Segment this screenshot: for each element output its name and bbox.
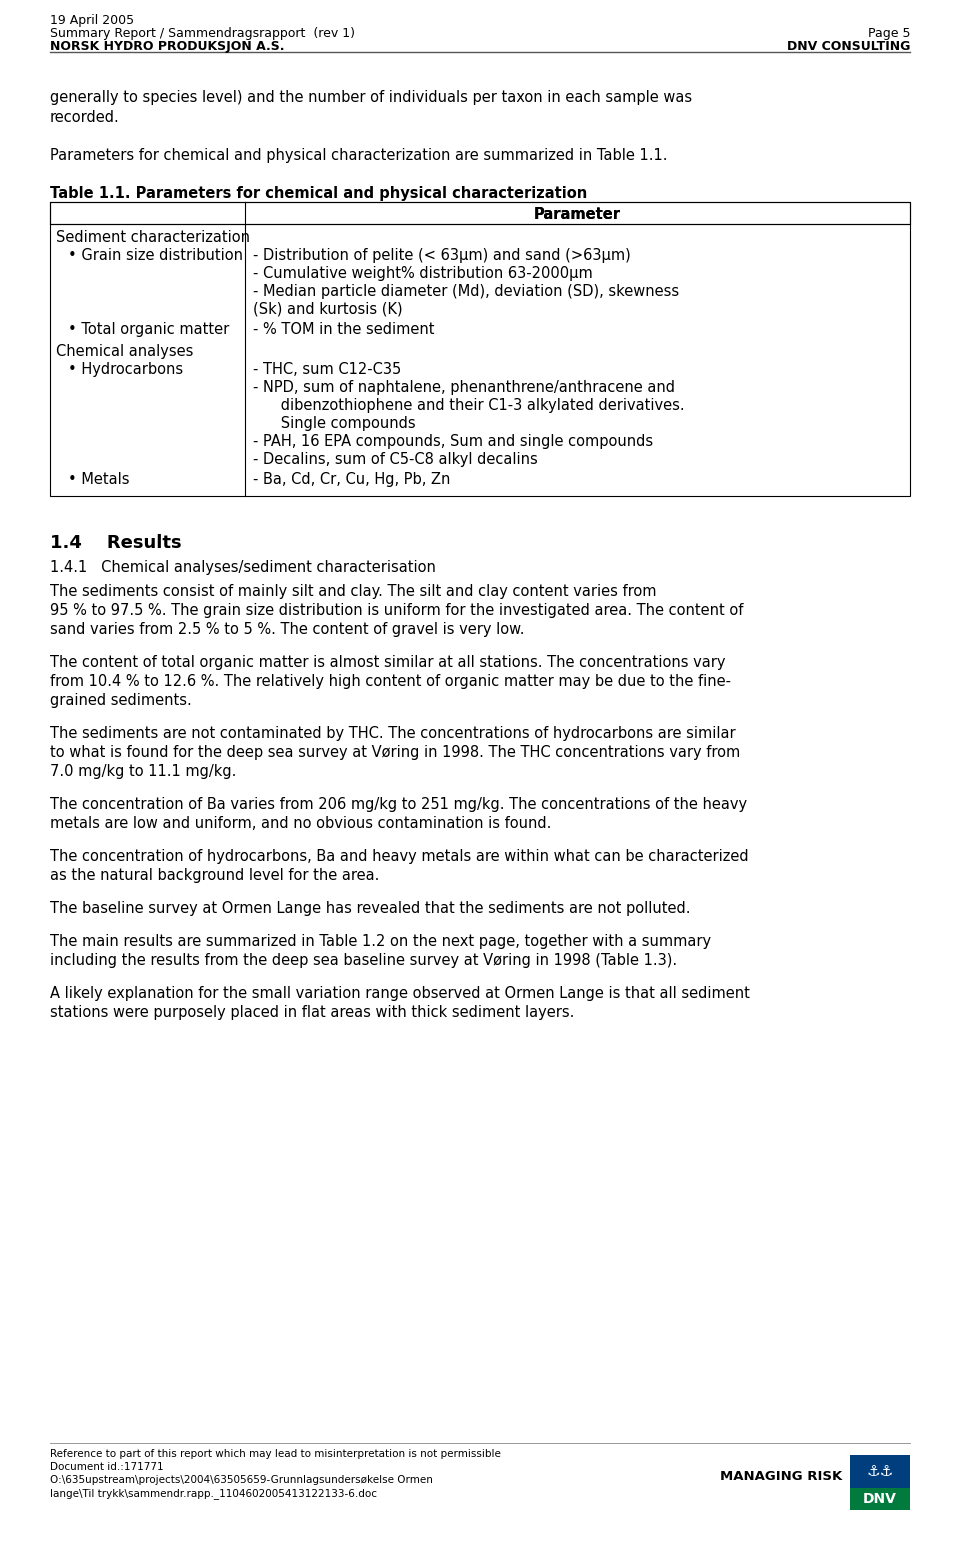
Text: The concentration of Ba varies from 206 mg/kg to 251 mg/kg. The concentrations o: The concentration of Ba varies from 206 … (50, 798, 747, 812)
Text: from 10.4 % to 12.6 %. The relatively high content of organic matter may be due : from 10.4 % to 12.6 %. The relatively hi… (50, 674, 731, 689)
Text: metals are low and uniform, and no obvious contamination is found.: metals are low and uniform, and no obvio… (50, 816, 551, 830)
Text: lange\Til trykk\sammendr.rapp._1104602005413122133-6.doc: lange\Til trykk\sammendr.rapp._110460200… (50, 1488, 377, 1499)
Text: Document id.:171771: Document id.:171771 (50, 1462, 163, 1471)
Bar (850, 1456, 910, 1488)
Text: to what is found for the deep sea survey at Vøring in 1998. The THC concentratio: to what is found for the deep sea survey… (50, 745, 740, 760)
Text: including the results from the deep sea baseline survey at Vøring in 1998 (Table: including the results from the deep sea … (50, 953, 677, 968)
Text: - Cumulative weight% distribution 63-2000μm: - Cumulative weight% distribution 63-200… (253, 265, 592, 281)
Text: sand varies from 2.5 % to 5 %. The content of gravel is very low.: sand varies from 2.5 % to 5 %. The conte… (50, 622, 524, 636)
Text: The sediments are not contaminated by THC. The concentrations of hydrocarbons ar: The sediments are not contaminated by TH… (50, 726, 735, 740)
Text: A likely explanation for the small variation range observed at Ormen Lange is th: A likely explanation for the small varia… (50, 986, 750, 1001)
Text: The baseline survey at Ormen Lange has revealed that the sediments are not pollu: The baseline survey at Ormen Lange has r… (50, 902, 690, 916)
Text: Parameter: Parameter (534, 206, 621, 222)
Text: stations were purposely placed in flat areas with thick sediment layers.: stations were purposely placed in flat a… (50, 1006, 574, 1020)
Text: - Median particle diameter (Md), deviation (SD), skewness: - Median particle diameter (Md), deviati… (253, 284, 679, 300)
Text: The sediments consist of mainly silt and clay. The silt and clay content varies : The sediments consist of mainly silt and… (50, 584, 657, 599)
Bar (850, 1488, 910, 1510)
Text: • Metals: • Metals (68, 472, 130, 487)
Text: - Distribution of pelite (< 63μm) and sand (>63μm): - Distribution of pelite (< 63μm) and sa… (253, 248, 631, 262)
Text: Reference to part of this report which may lead to misinterpretation is not perm: Reference to part of this report which m… (50, 1450, 501, 1459)
Bar (50, 202, 910, 223)
Text: DNV: DNV (863, 1491, 897, 1505)
Text: • Hydrocarbons: • Hydrocarbons (68, 362, 183, 377)
Text: grained sediments.: grained sediments. (50, 694, 192, 708)
Text: Sediment characterization: Sediment characterization (56, 230, 250, 245)
Text: 1.4    Results: 1.4 Results (50, 534, 181, 553)
Text: Parameters for chemical and physical characterization are summarized in Table 1.: Parameters for chemical and physical cha… (50, 147, 667, 163)
Text: dibenzothiophene and their C1-3 alkylated derivatives.: dibenzothiophene and their C1-3 alkylate… (253, 397, 684, 413)
Text: DNV CONSULTING: DNV CONSULTING (786, 40, 910, 53)
Text: NORSK HYDRO PRODUKSJON A.S.: NORSK HYDRO PRODUKSJON A.S. (50, 40, 284, 53)
Text: The main results are summarized in Table 1.2 on the next page, together with a s: The main results are summarized in Table… (50, 934, 711, 948)
Text: - % TOM in the sediment: - % TOM in the sediment (253, 321, 435, 337)
Text: - THC, sum C12-C35: - THC, sum C12-C35 (253, 362, 401, 377)
Text: as the natural background level for the area.: as the natural background level for the … (50, 868, 379, 883)
Text: 95 % to 97.5 %. The grain size distribution is uniform for the investigated area: 95 % to 97.5 %. The grain size distribut… (50, 604, 743, 618)
Text: Summary Report / Sammendragsrapport  (rev 1): Summary Report / Sammendragsrapport (rev… (50, 26, 355, 40)
Bar (50, 202, 910, 497)
Text: Single compounds: Single compounds (253, 416, 416, 431)
Text: 19 April 2005: 19 April 2005 (50, 14, 134, 26)
Text: Table 1.1. Parameters for chemical and physical characterization: Table 1.1. Parameters for chemical and p… (50, 186, 588, 202)
Text: • Total organic matter: • Total organic matter (68, 321, 229, 337)
Text: Chemical analyses: Chemical analyses (56, 345, 193, 359)
Text: - Decalins, sum of C5-C8 alkyl decalins: - Decalins, sum of C5-C8 alkyl decalins (253, 452, 538, 467)
Text: - Ba, Cd, Cr, Cu, Hg, Pb, Zn: - Ba, Cd, Cr, Cu, Hg, Pb, Zn (253, 472, 450, 487)
Text: The concentration of hydrocarbons, Ba and heavy metals are within what can be ch: The concentration of hydrocarbons, Ba an… (50, 849, 749, 864)
Text: (Sk) and kurtosis (K): (Sk) and kurtosis (K) (253, 303, 402, 317)
Text: • Grain size distribution: • Grain size distribution (68, 248, 243, 262)
Text: O:\635upstream\projects\2004\63505659-Grunnlagsundersøkelse Ormen: O:\635upstream\projects\2004\63505659-Gr… (50, 1474, 433, 1485)
Text: - NPD, sum of naphtalene, phenanthrene/anthracene and: - NPD, sum of naphtalene, phenanthrene/a… (253, 380, 675, 396)
Text: 7.0 mg/kg to 11.1 mg/kg.: 7.0 mg/kg to 11.1 mg/kg. (50, 764, 236, 779)
Text: ⚓⚓: ⚓⚓ (866, 1464, 894, 1479)
Text: Parameter: Parameter (534, 206, 621, 222)
Text: Page 5: Page 5 (868, 26, 910, 40)
Text: generally to species level) and the number of individuals per taxon in each samp: generally to species level) and the numb… (50, 90, 692, 106)
Text: 1.4.1   Chemical analyses/sediment characterisation: 1.4.1 Chemical analyses/sediment charact… (50, 560, 436, 574)
Text: recorded.: recorded. (50, 110, 120, 126)
Text: - PAH, 16 EPA compounds, Sum and single compounds: - PAH, 16 EPA compounds, Sum and single … (253, 435, 653, 449)
Text: MANAGING RISK: MANAGING RISK (720, 1470, 842, 1484)
Text: The content of total organic matter is almost similar at all stations. The conce: The content of total organic matter is a… (50, 655, 726, 670)
